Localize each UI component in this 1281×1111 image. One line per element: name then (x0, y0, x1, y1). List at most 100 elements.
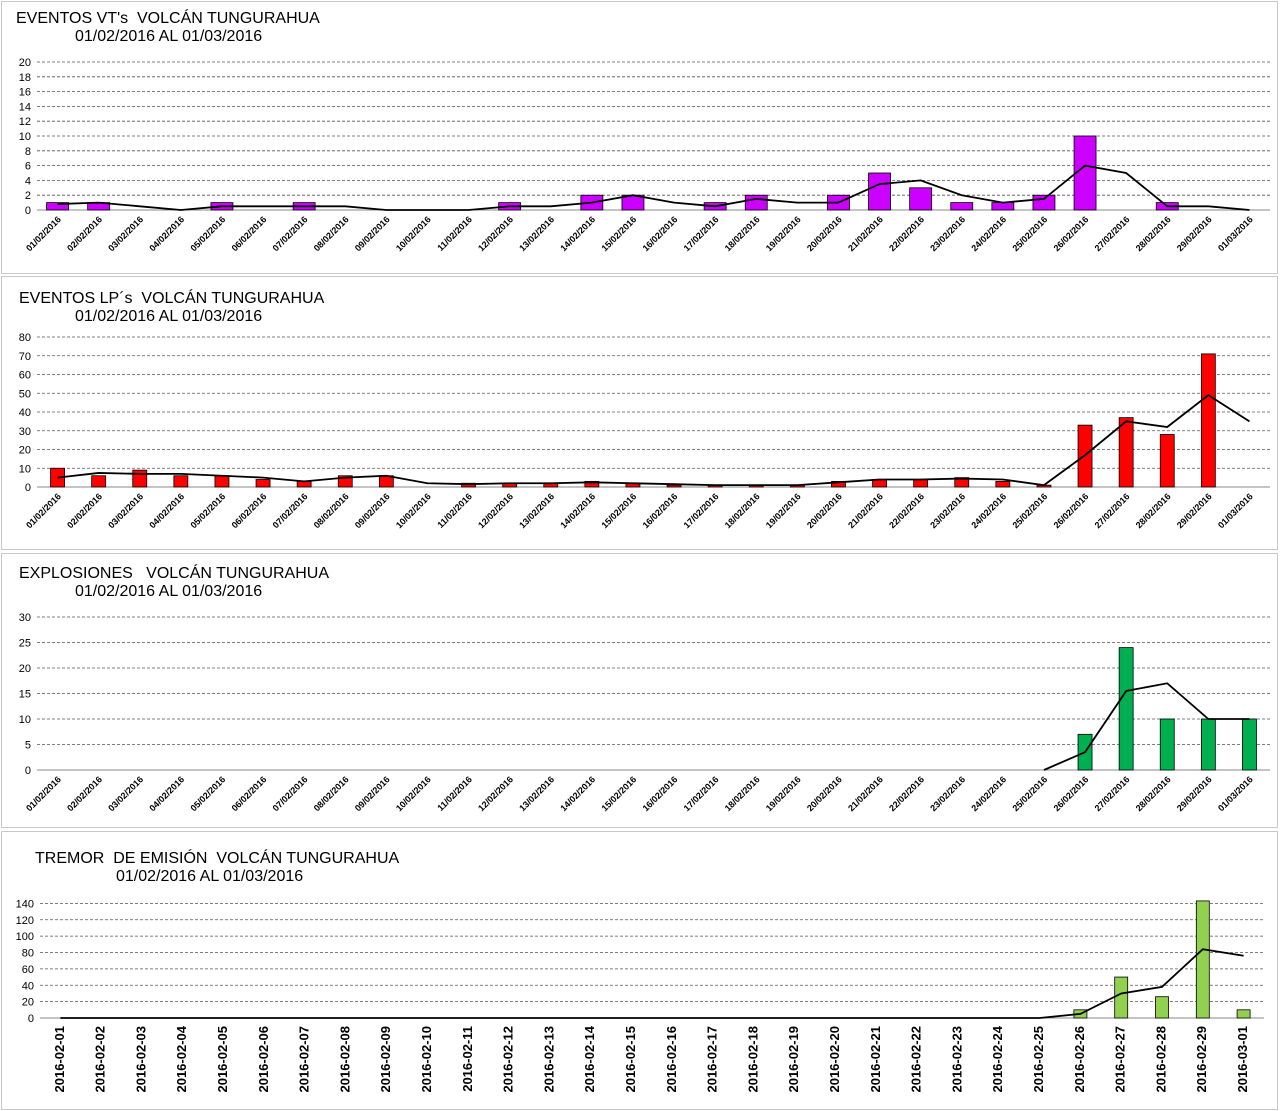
chart-panel-lp: EVENTOS LP´s VOLCÁN TUNGURAHUA 01/02/201… (1, 276, 1278, 550)
chart-title: EVENTOS VT's VOLCÁN TUNGURAHUA (16, 10, 320, 27)
trend-line (57, 164, 1250, 211)
bar (909, 187, 933, 211)
y-tick-label: 15 (19, 689, 31, 701)
x-tick-label: 29/02/2016 (1175, 774, 1214, 813)
y-tick-label: 5 (25, 740, 31, 752)
x-tick-label: 13/02/2016 (517, 491, 556, 530)
x-tick-label: 2016-02-19 (786, 1026, 801, 1093)
x-tick-label: 02/02/2016 (65, 214, 104, 253)
x-tick-label: 2016-02-10 (419, 1026, 434, 1093)
y-tick-label: 50 (19, 388, 31, 400)
bar (950, 202, 974, 211)
bar (1159, 718, 1175, 771)
x-tick-label: 20/02/2016 (805, 214, 844, 253)
x-tick-label: 11/02/2016 (435, 491, 474, 530)
x-tick-label: 01/02/2016 (24, 214, 63, 253)
y-tick-label: 10 (19, 131, 31, 143)
y-tick-label: 30 (19, 426, 31, 438)
x-tick-label: 20/02/2016 (805, 774, 844, 813)
x-tick-label: 2016-02-25 (1031, 1026, 1046, 1093)
x-tick-label: 19/02/2016 (764, 214, 803, 253)
bar (1155, 996, 1169, 1019)
x-tick-label: 2016-02-26 (1072, 1026, 1087, 1093)
y-tick-label: 40 (22, 980, 34, 992)
x-tick-label: 16/02/2016 (641, 774, 680, 813)
y-tick-label: 60 (19, 370, 31, 382)
bar (1200, 718, 1216, 771)
trend-line (1043, 682, 1250, 771)
x-tick-label: 01/03/2016 (1216, 491, 1255, 530)
bar (584, 480, 600, 488)
x-tick-label: 28/02/2016 (1134, 774, 1173, 813)
x-tick-label: 05/02/2016 (188, 491, 227, 530)
x-tick-label: 17/02/2016 (682, 491, 721, 530)
x-tick-label: 2016-02-22 (909, 1026, 924, 1093)
bar (91, 475, 107, 488)
x-tick-label: 10/02/2016 (394, 214, 433, 253)
bar (1118, 417, 1134, 488)
x-tick-label: 01/03/2016 (1216, 214, 1255, 253)
x-tick-label: 14/02/2016 (558, 491, 597, 530)
x-tick-label: 24/02/2016 (969, 774, 1008, 813)
y-tick-label: 16 (19, 87, 31, 99)
bar (132, 469, 148, 488)
x-tick-label: 25/02/2016 (1010, 214, 1049, 253)
x-tick-label: 24/02/2016 (969, 491, 1008, 530)
x-tick-label: 11/02/2016 (435, 214, 474, 253)
x-tick-label: 03/02/2016 (106, 214, 145, 253)
x-tick-label: 01/02/2016 (24, 491, 63, 530)
bar (868, 172, 891, 211)
x-tick-label: 2016-02-14 (582, 1025, 597, 1092)
bar (1114, 976, 1129, 1019)
y-tick-label: 18 (19, 72, 31, 84)
x-tick-label: 06/02/2016 (230, 774, 269, 813)
x-tick-label: 2016-02-02 (93, 1026, 108, 1093)
x-tick-label: 04/02/2016 (147, 491, 186, 530)
bar (744, 194, 768, 211)
y-tick-label: 30 (19, 612, 31, 624)
y-tick-label: 80 (22, 948, 34, 960)
x-tick-label: 23/02/2016 (928, 491, 967, 530)
y-tick-label: 20 (19, 57, 31, 69)
bar (173, 475, 189, 488)
x-tick-label: 08/02/2016 (312, 214, 351, 253)
y-tick-label: 10 (19, 714, 31, 726)
x-tick-label: 27/02/2016 (1093, 491, 1132, 530)
bar (991, 202, 1015, 211)
x-tick-label: 08/02/2016 (312, 491, 351, 530)
x-tick-label: 15/02/2016 (599, 774, 638, 813)
bar (1159, 434, 1175, 488)
x-tick-label: 2016-02-09 (378, 1026, 393, 1093)
x-tick-label: 07/02/2016 (271, 491, 310, 530)
chart-panel-tremor: TREMOR DE EMISIÓN VOLCÁN TUNGURAHUA 01/0… (1, 831, 1278, 1110)
x-tick-label: 2016-02-03 (133, 1026, 148, 1093)
bar (913, 479, 929, 488)
x-tick-label: 16/02/2016 (641, 491, 680, 530)
x-tick-label: 21/02/2016 (846, 214, 885, 253)
x-tick-label: 06/02/2016 (230, 491, 269, 530)
chart-title: EXPLOSIONES VOLCÁN TUNGURAHUA (19, 565, 329, 582)
x-tick-label: 04/02/2016 (147, 774, 186, 813)
x-tick-label: 2016-02-15 (623, 1026, 638, 1093)
y-tick-label: 14 (19, 101, 31, 113)
x-tick-label: 2016-02-16 (664, 1026, 679, 1093)
x-tick-label: 12/02/2016 (476, 491, 515, 530)
y-tick-label: 0 (28, 1013, 34, 1025)
x-tick-label: 2016-02-08 (337, 1026, 352, 1093)
x-tick-label: 03/02/2016 (106, 774, 145, 813)
x-tick-label: 23/02/2016 (928, 774, 967, 813)
x-tick-label: 2016-02-01 (52, 1026, 67, 1093)
chart-vt: 0 2 4 6 8 10 12 14 16 18 20 01/02/2016 02/02/2016 03/… (19, 57, 1270, 253)
x-tick-label: 25/02/2016 (1010, 774, 1049, 813)
y-tick-label: 60 (22, 964, 34, 976)
y-tick-label: 0 (25, 205, 31, 217)
x-tick-label: 28/02/2016 (1134, 214, 1173, 253)
x-tick-label: 17/02/2016 (682, 214, 721, 253)
x-tick-label: 2016-02-24 (990, 1025, 1005, 1092)
bar (255, 479, 271, 488)
x-tick-label: 2016-02-04 (174, 1025, 189, 1092)
x-tick-label: 26/02/2016 (1052, 214, 1091, 253)
x-tick-label: 13/02/2016 (517, 214, 556, 253)
y-tick-label: 20 (22, 997, 34, 1009)
x-tick-label: 19/02/2016 (764, 491, 803, 530)
